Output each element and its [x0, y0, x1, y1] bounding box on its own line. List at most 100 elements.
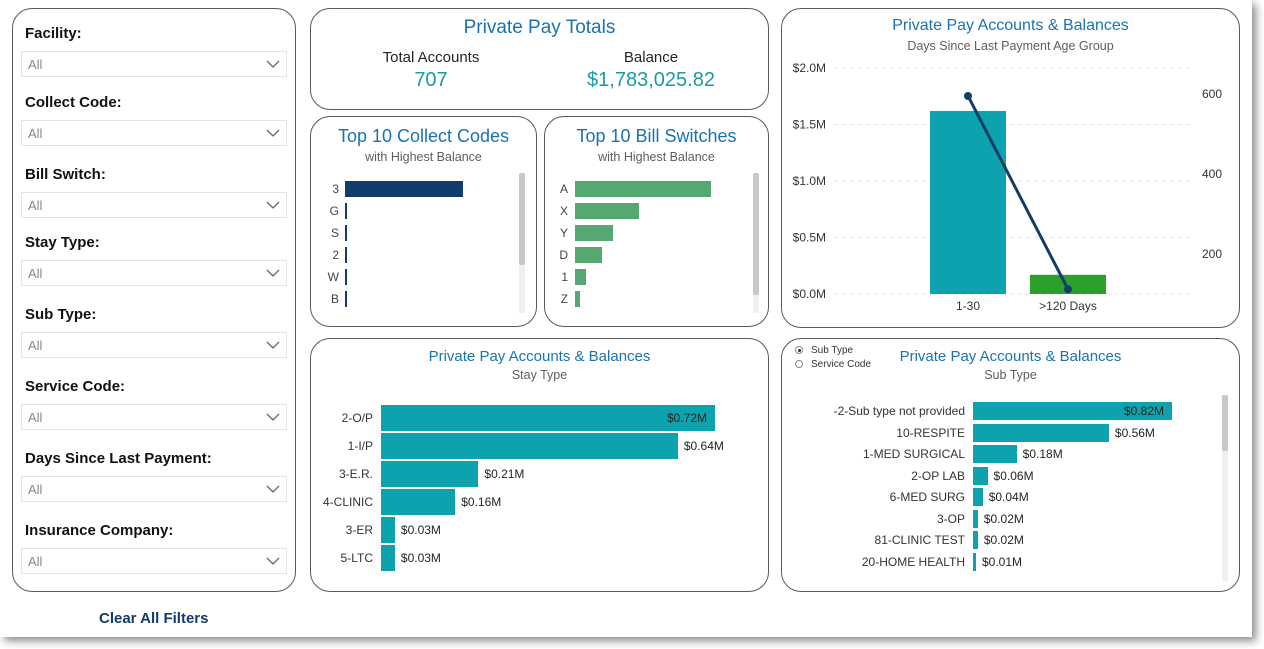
bill-switch-dropdown[interactable]: All: [21, 192, 287, 218]
bar[interactable]: [345, 269, 347, 285]
bar[interactable]: [381, 517, 395, 543]
bar-row[interactable]: 81-CLINIC TEST $0.02M: [782, 531, 1222, 557]
stay-type-dropdown[interactable]: All: [21, 260, 287, 286]
data-label: $0.21M: [484, 467, 525, 481]
bar-row[interactable]: 20-HOME HEALTH $0.01M: [782, 552, 1222, 579]
sub-type-dropdown[interactable]: All: [21, 332, 287, 358]
bar-row[interactable]: G: [315, 202, 515, 220]
bar-row[interactable]: 3-E.R. $0.21M: [311, 461, 770, 487]
bar[interactable]: [345, 225, 347, 241]
bar[interactable]: [973, 402, 1172, 420]
sub-type-card: Sub Type Service Code Private Pay Accoun…: [781, 338, 1240, 592]
balance-kpi: Balance $1,783,025.82: [571, 49, 731, 92]
total-accounts-kpi: Total Accounts 707: [361, 49, 501, 92]
service-code-dropdown[interactable]: All: [21, 404, 287, 430]
chevron-down-icon: [266, 60, 280, 68]
bar[interactable]: [575, 291, 581, 307]
bar-row[interactable]: 1-I/P $0.64M: [311, 433, 770, 459]
line-point[interactable]: [964, 91, 972, 100]
bar-row[interactable]: 6-MED SURG $0.04M: [782, 488, 1222, 514]
stay-type-card: Private Pay Accounts & Balances Stay Typ…: [310, 338, 769, 592]
bar[interactable]: [973, 509, 978, 528]
bar[interactable]: [575, 269, 586, 285]
bar-row[interactable]: -2-Sub type not provided $0.82M: [782, 402, 1222, 428]
y2-tick-label: 600: [1202, 87, 1222, 101]
scrollbar-thumb[interactable]: [753, 173, 759, 295]
x-tick-label: 1-30: [956, 299, 980, 313]
bar-row[interactable]: 5-LTC $0.03M: [311, 545, 770, 571]
chevron-down-icon: [266, 413, 280, 421]
bar-row[interactable]: 2-O/P $0.72M: [311, 405, 770, 431]
radio-unselected-icon: [795, 360, 803, 368]
bar[interactable]: [575, 181, 711, 197]
bar-row[interactable]: X: [545, 202, 745, 220]
dropdown-value: All: [28, 554, 43, 569]
bar-row[interactable]: Z: [545, 290, 745, 308]
bar-row[interactable]: W: [315, 268, 515, 286]
bar-row[interactable]: 1-MED SURGICAL $0.18M: [782, 445, 1222, 471]
bar-row[interactable]: D: [545, 246, 745, 264]
bar[interactable]: [381, 433, 678, 459]
line-point[interactable]: [1064, 285, 1072, 294]
filter-panel: Facility: All Collect Code: All Bill Swi…: [12, 8, 296, 592]
bar[interactable]: [973, 445, 1017, 463]
bar[interactable]: [575, 225, 614, 241]
scrollbar[interactable]: [1222, 395, 1228, 581]
bar-row[interactable]: 3: [315, 180, 515, 198]
report-canvas: Facility: All Collect Code: All Bill Swi…: [12, 8, 1240, 627]
scrollbar-thumb[interactable]: [519, 173, 525, 265]
bar[interactable]: [973, 531, 978, 549]
bar-row[interactable]: Y: [545, 224, 745, 242]
bar[interactable]: [973, 423, 1109, 442]
filter-facility: Facility: All: [21, 23, 287, 77]
facility-dropdown[interactable]: All: [21, 51, 287, 77]
chevron-down-icon: [266, 269, 280, 277]
bar-row[interactable]: S: [315, 224, 515, 242]
y-tick-label: $0.0M: [793, 287, 826, 301]
x-tick-label: >120 Days: [1039, 299, 1097, 313]
filter-insurance-company: Insurance Company: All: [21, 520, 287, 574]
bar[interactable]: [575, 203, 639, 219]
days-since-payment-dropdown[interactable]: All: [21, 476, 287, 502]
chevron-down-icon: [266, 485, 280, 493]
filter-stay-type: Stay Type: All: [21, 232, 287, 286]
bar[interactable]: [381, 405, 715, 431]
kpi-value: $1,783,025.82: [587, 69, 715, 91]
bar[interactable]: [345, 203, 348, 219]
bar-row[interactable]: 2-OP LAB $0.06M: [782, 466, 1222, 493]
insurance-company-dropdown[interactable]: All: [21, 548, 287, 574]
scrollbar-thumb[interactable]: [1222, 395, 1228, 451]
bar-row[interactable]: 3-ER $0.03M: [311, 517, 770, 543]
clear-all-filters-button[interactable]: Clear All Filters: [99, 610, 209, 627]
chart-title: Private Pay Accounts & Balances: [899, 348, 1122, 365]
bar-row[interactable]: 3-OP $0.02M: [782, 509, 1222, 536]
bar[interactable]: [345, 247, 347, 263]
scrollbar[interactable]: [753, 173, 759, 313]
bar-row[interactable]: 1: [545, 268, 745, 286]
bar-row[interactable]: A: [545, 180, 745, 198]
bar[interactable]: [973, 488, 983, 506]
bar[interactable]: [575, 247, 603, 263]
bar[interactable]: [381, 545, 395, 571]
bar[interactable]: [345, 181, 463, 197]
bar-row[interactable]: 4-CLINIC $0.16M: [311, 489, 770, 515]
chart-subtitle: Sub Type: [984, 368, 1037, 382]
bar[interactable]: [930, 110, 1006, 294]
filter-bill-switch: Bill Switch: All: [21, 164, 287, 218]
scrollbar[interactable]: [519, 173, 525, 313]
chevron-down-icon: [266, 201, 280, 209]
bar[interactable]: [381, 489, 456, 515]
bar[interactable]: [345, 291, 347, 307]
bar[interactable]: [973, 466, 988, 485]
bar[interactable]: [973, 552, 976, 571]
bar[interactable]: [381, 461, 479, 487]
dropdown-value: All: [28, 338, 43, 353]
collect-code-dropdown[interactable]: All: [21, 120, 287, 146]
bar-row[interactable]: 10-RESPITE $0.56M: [782, 423, 1222, 450]
radio-service-code[interactable]: Service Code: [795, 359, 871, 370]
bar[interactable]: [1030, 274, 1106, 294]
bar-row[interactable]: B: [315, 290, 515, 308]
bar-row[interactable]: 2: [315, 246, 515, 264]
radio-sub-type[interactable]: Sub Type: [795, 345, 853, 356]
filter-label: Facility:: [25, 25, 82, 42]
